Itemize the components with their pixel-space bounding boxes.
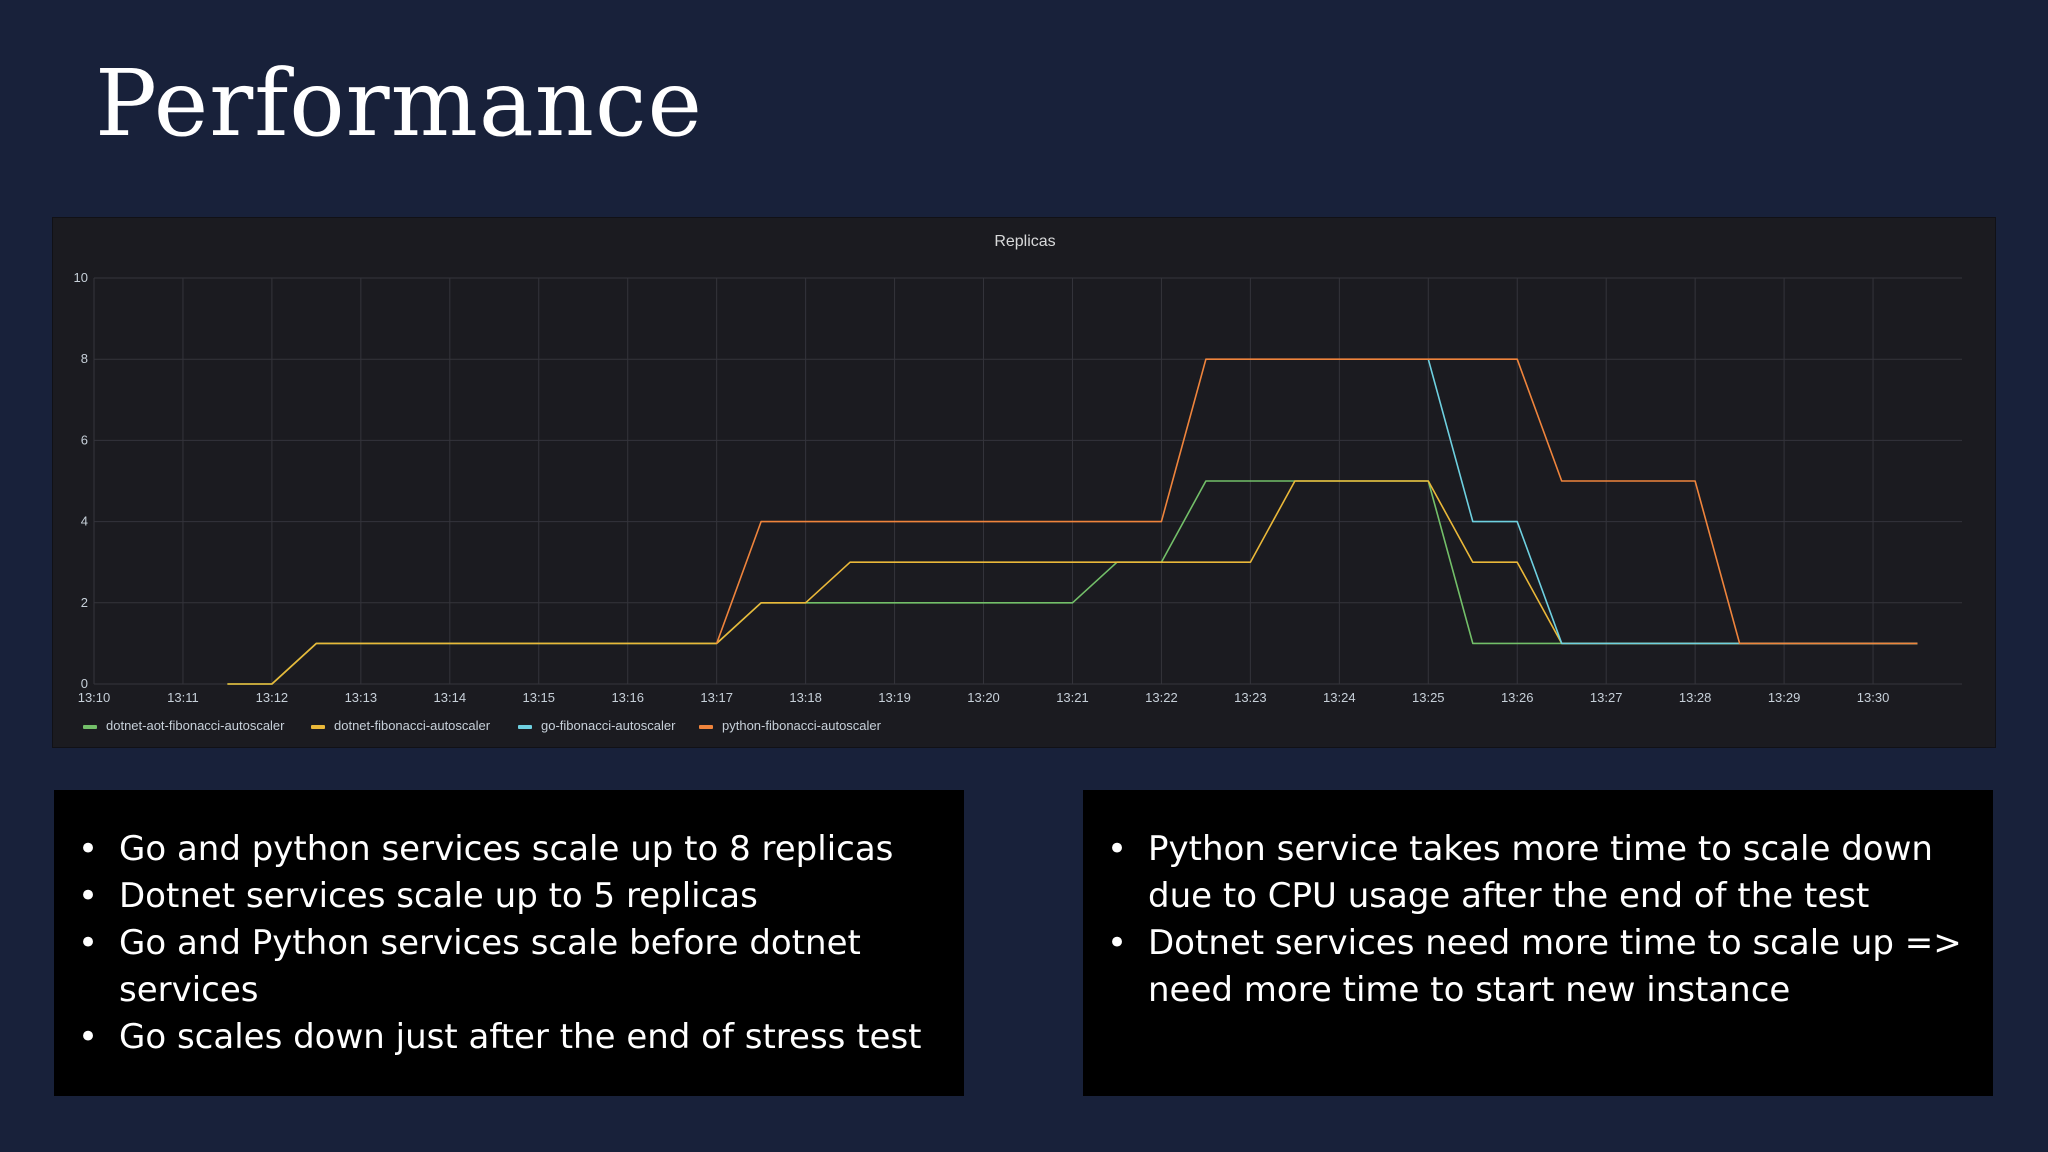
legend-label: dotnet-fibonacci-autoscaler bbox=[334, 718, 491, 733]
x-tick-label: 13:27 bbox=[1590, 690, 1623, 705]
chart-panel: Replicas 0 2 4 6 8 10 13:10 13:11 13:12 13:13 13:14… bbox=[52, 217, 1996, 748]
x-tick-label: 13:18 bbox=[789, 690, 822, 705]
chart-title: Replicas bbox=[994, 233, 1055, 250]
note-item: Go and Python services scale before dotn… bbox=[74, 920, 944, 1014]
note-item: Go scales down just after the end of str… bbox=[74, 1014, 944, 1061]
notes-right-box: Python service takes more time to scale … bbox=[1083, 790, 1993, 1096]
y-tick-label: 10 bbox=[74, 270, 88, 285]
x-tick-label: 13:29 bbox=[1768, 690, 1801, 705]
x-tick-label: 13:28 bbox=[1679, 690, 1712, 705]
note-item: Python service takes more time to scale … bbox=[1103, 826, 1973, 920]
note-item: Dotnet services scale up to 5 replicas bbox=[74, 873, 944, 920]
x-tick-label: 13:25 bbox=[1412, 690, 1445, 705]
series-line bbox=[1427, 358, 1918, 645]
x-tick-label: 13:14 bbox=[434, 690, 467, 705]
legend-label: python-fibonacci-autoscaler bbox=[722, 718, 882, 733]
legend-swatch bbox=[699, 725, 713, 729]
x-tick-label: 13:12 bbox=[256, 690, 289, 705]
y-tick-label: 6 bbox=[81, 432, 88, 447]
legend-label: go-fibonacci-autoscaler bbox=[541, 718, 676, 733]
legend-swatch bbox=[83, 725, 97, 729]
slide-title: Performance bbox=[95, 50, 703, 157]
note-item: Go and python services scale up to 8 rep… bbox=[74, 826, 944, 873]
notes-left-box: Go and python services scale up to 8 rep… bbox=[54, 790, 964, 1096]
y-tick-label: 4 bbox=[81, 514, 88, 529]
x-tick-label: 13:10 bbox=[78, 690, 111, 705]
x-tick-label: 13:13 bbox=[345, 690, 378, 705]
x-tick-label: 13:20 bbox=[967, 690, 1000, 705]
x-tick-label: 13:21 bbox=[1056, 690, 1089, 705]
x-tick-label: 13:23 bbox=[1234, 690, 1267, 705]
replicas-chart: Replicas 0 2 4 6 8 10 13:10 13:11 13:12 13:13 13:14… bbox=[74, 233, 1962, 733]
x-tick-label: 13:30 bbox=[1857, 690, 1890, 705]
x-tick-label: 13:22 bbox=[1145, 690, 1178, 705]
x-tick-label: 13:16 bbox=[611, 690, 644, 705]
legend-swatch bbox=[311, 725, 325, 729]
series-line bbox=[715, 358, 1918, 645]
y-tick-label: 0 bbox=[81, 676, 88, 691]
x-tick-label: 13:19 bbox=[878, 690, 911, 705]
x-tick-label: 13:24 bbox=[1323, 690, 1356, 705]
x-tick-label: 13:11 bbox=[167, 690, 199, 705]
y-tick-label: 8 bbox=[81, 351, 88, 366]
legend-label: dotnet-aot-fibonacci-autoscaler bbox=[106, 718, 285, 733]
x-tick-label: 13:15 bbox=[522, 690, 555, 705]
legend-swatch bbox=[518, 725, 532, 729]
x-tick-label: 13:17 bbox=[700, 690, 733, 705]
x-tick-label: 13:26 bbox=[1501, 690, 1534, 705]
y-tick-label: 2 bbox=[81, 595, 88, 610]
note-item: Dotnet services need more time to scale … bbox=[1103, 920, 1973, 1014]
